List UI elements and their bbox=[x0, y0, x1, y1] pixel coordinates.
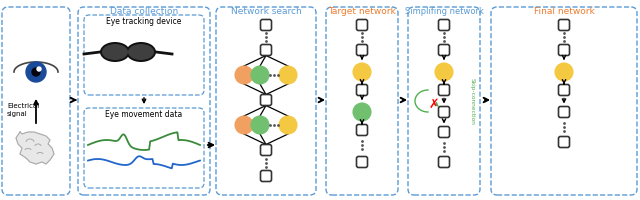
FancyBboxPatch shape bbox=[356, 156, 367, 168]
FancyBboxPatch shape bbox=[438, 84, 449, 96]
Polygon shape bbox=[16, 132, 54, 164]
FancyBboxPatch shape bbox=[78, 7, 210, 195]
FancyBboxPatch shape bbox=[559, 84, 570, 96]
FancyBboxPatch shape bbox=[438, 127, 449, 138]
FancyBboxPatch shape bbox=[356, 84, 367, 96]
FancyBboxPatch shape bbox=[356, 45, 367, 55]
FancyBboxPatch shape bbox=[84, 15, 204, 95]
Circle shape bbox=[14, 50, 58, 94]
FancyBboxPatch shape bbox=[260, 95, 271, 106]
FancyBboxPatch shape bbox=[559, 106, 570, 117]
FancyBboxPatch shape bbox=[408, 7, 480, 195]
Circle shape bbox=[251, 66, 269, 84]
FancyBboxPatch shape bbox=[438, 20, 449, 30]
FancyBboxPatch shape bbox=[260, 20, 271, 30]
FancyBboxPatch shape bbox=[260, 170, 271, 182]
Circle shape bbox=[435, 63, 453, 81]
FancyBboxPatch shape bbox=[559, 20, 570, 30]
FancyBboxPatch shape bbox=[326, 7, 398, 195]
FancyBboxPatch shape bbox=[2, 7, 70, 195]
FancyBboxPatch shape bbox=[216, 7, 316, 195]
FancyBboxPatch shape bbox=[356, 20, 367, 30]
Text: Simplifing network: Simplifing network bbox=[404, 7, 483, 16]
Circle shape bbox=[26, 62, 46, 82]
FancyBboxPatch shape bbox=[260, 45, 271, 55]
Text: Skip-connection: Skip-connection bbox=[470, 78, 474, 124]
Text: Network search: Network search bbox=[230, 7, 301, 16]
Circle shape bbox=[32, 68, 40, 76]
Ellipse shape bbox=[126, 42, 156, 62]
FancyBboxPatch shape bbox=[438, 45, 449, 55]
Circle shape bbox=[279, 116, 297, 134]
Circle shape bbox=[555, 63, 573, 81]
Text: Electrical
signal: Electrical signal bbox=[7, 103, 39, 117]
Circle shape bbox=[353, 63, 371, 81]
Ellipse shape bbox=[102, 44, 128, 60]
Circle shape bbox=[37, 67, 41, 71]
Text: Eye movement data: Eye movement data bbox=[106, 110, 182, 119]
FancyBboxPatch shape bbox=[438, 156, 449, 168]
Text: Final network: Final network bbox=[534, 7, 595, 16]
Circle shape bbox=[353, 103, 371, 121]
Circle shape bbox=[279, 66, 297, 84]
FancyBboxPatch shape bbox=[84, 108, 204, 188]
FancyBboxPatch shape bbox=[260, 144, 271, 156]
Text: ✗: ✗ bbox=[429, 98, 439, 110]
Ellipse shape bbox=[128, 44, 154, 60]
Ellipse shape bbox=[100, 42, 130, 62]
FancyBboxPatch shape bbox=[559, 45, 570, 55]
Text: Eye tracking device: Eye tracking device bbox=[106, 17, 182, 26]
Circle shape bbox=[251, 116, 269, 134]
FancyBboxPatch shape bbox=[559, 136, 570, 148]
FancyBboxPatch shape bbox=[491, 7, 637, 195]
Text: Target network: Target network bbox=[328, 7, 396, 16]
Text: Data collection: Data collection bbox=[110, 7, 178, 16]
FancyBboxPatch shape bbox=[356, 124, 367, 136]
FancyBboxPatch shape bbox=[438, 106, 449, 117]
Circle shape bbox=[235, 66, 253, 84]
Circle shape bbox=[235, 116, 253, 134]
